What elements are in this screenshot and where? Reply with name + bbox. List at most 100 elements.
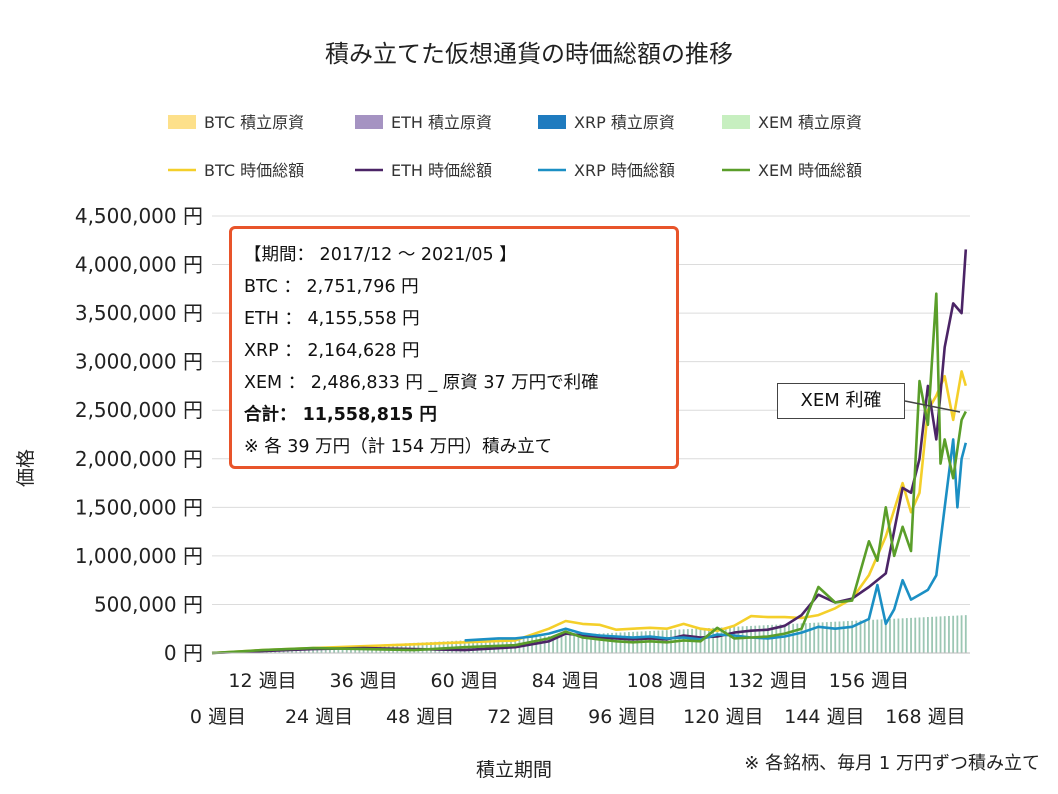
legend-swatch: [355, 115, 383, 129]
principal-bar: [754, 625, 757, 653]
series-line: [211, 370, 968, 655]
principal-bar: [421, 642, 424, 653]
y-tick-label: 4,000,000 円: [75, 253, 203, 277]
principal-bar: [611, 632, 613, 653]
principal-bar: [716, 627, 719, 653]
y-tick-label: 3,500,000 円: [75, 301, 203, 325]
principal-bar: [590, 633, 592, 653]
principal-bar: [842, 621, 845, 653]
principal-bar: [813, 622, 816, 653]
x-tick-label: 156 週目: [829, 670, 909, 692]
principal-bar: [560, 635, 563, 653]
x-tick-label: 0 週目: [190, 706, 246, 728]
principal-bar: [859, 620, 862, 653]
principal-bar: [556, 635, 559, 653]
principal-bar: [846, 621, 849, 653]
legend-label: XEM 積立原資: [758, 113, 862, 132]
y-tick-label: 500,000 円: [94, 592, 203, 616]
principal-bar: [956, 615, 959, 653]
callout-pointer: [904, 400, 961, 413]
x-tick-label: 96 週目: [588, 706, 656, 728]
principal-bar: [425, 642, 428, 653]
summary-eth: ETH ： 4,155,558 円: [244, 309, 420, 329]
legend: BTC 積立原資 ETH 積立原資 XRP 積立原資 XEM 積立原資 BTC 時価総額…: [168, 113, 862, 180]
x-tick-label: 24 週目: [285, 706, 353, 728]
x-tick-label: 36 週目: [329, 670, 397, 692]
y-tick-label: 4,500,000 円: [75, 204, 203, 228]
principal-bar: [834, 621, 837, 653]
footnote: ※ 各銘柄、毎月 1 万円ずつ積み立て: [744, 753, 1040, 774]
principal-bar: [792, 623, 795, 653]
principal-bar: [943, 616, 946, 653]
summary-period: 【期間： 2017/12 ～ 2021/05 】: [244, 245, 517, 265]
principal-bar: [960, 615, 963, 653]
x-tick-label: 72 週目: [487, 706, 555, 728]
principal-bar: [434, 641, 437, 653]
legend-swatch: [722, 115, 750, 129]
series-line: [464, 438, 968, 642]
principal-bar: [948, 615, 950, 653]
y-tick-label: 1,500,000 円: [75, 495, 203, 519]
x-tick-label: 132 週目: [728, 670, 808, 692]
summary-btc: BTC ： 2,751,796 円: [244, 277, 419, 297]
legend-label: XEM 時価総額: [758, 161, 862, 180]
summary-note: ※ 各 39 万円（計 154 万円）積み立て: [244, 437, 553, 457]
principal-bar: [577, 634, 580, 653]
principal-bar: [745, 626, 748, 653]
principal-bar: [838, 621, 841, 653]
principal-bar: [552, 635, 554, 653]
summary-xem: XEM ： 2,486,833 円 _ 原資 37 万円で利確: [244, 373, 599, 393]
principal-bar: [825, 622, 828, 653]
principal-bar: [569, 635, 571, 653]
x-tick-label: 120 週目: [683, 706, 763, 728]
principal-bar: [918, 617, 921, 653]
principal-bar: [788, 624, 790, 653]
principal-bar: [796, 623, 799, 653]
principal-bar: [724, 627, 727, 653]
principal-bar: [741, 626, 744, 653]
principal-bar: [855, 620, 858, 653]
x-tick-label: 168 週目: [885, 706, 965, 728]
principal-bar: [914, 617, 917, 653]
principal-bar: [543, 636, 546, 653]
principal-bar: [830, 621, 832, 653]
principal-bar: [602, 633, 605, 653]
principal-bar: [733, 626, 736, 653]
principal-bar: [712, 627, 715, 653]
principal-bar: [316, 647, 319, 653]
legend-label: BTC 時価総額: [204, 161, 304, 180]
series-line: [211, 292, 967, 655]
legend-label: XRP 積立原資: [574, 113, 675, 132]
y-tick-label: 2,000,000 円: [75, 447, 203, 471]
principal-bar: [703, 628, 706, 653]
principal-bar: [880, 619, 883, 653]
x-tick-label: 48 週目: [386, 706, 454, 728]
principal-bar: [720, 627, 723, 653]
principal-bar: [817, 622, 820, 653]
principal-bar: [868, 619, 870, 653]
principal-bar: [884, 619, 887, 653]
principal-bar: [897, 618, 900, 653]
chart-title: 積み立てた仮想通貨の時価総額の推移: [325, 40, 733, 68]
principal-bar: [863, 620, 866, 653]
principal-bar: [539, 636, 542, 653]
principal-bar: [729, 626, 731, 653]
summary-total: 合計： 11,558,815 円: [244, 405, 437, 425]
x-axis-ticks: 12 週目 36 週目 60 週目 84 週目 108 週目 132 週目 156 週目 0 …: [190, 670, 966, 728]
legend-label: BTC 積立原資: [204, 113, 304, 132]
y-tick-label: 3,000,000 円: [75, 350, 203, 374]
principal-bar: [783, 624, 786, 653]
principal-bar: [872, 619, 875, 653]
principal-bar: [775, 624, 778, 653]
principal-bar: [804, 623, 807, 653]
x-tick-label: 12 週目: [228, 670, 296, 692]
x-axis-label: 積立期間: [476, 759, 552, 781]
principal-bar: [964, 615, 967, 653]
principal-bar: [438, 641, 441, 653]
summary-xrp: XRP ： 2,164,628 円: [244, 341, 420, 361]
principal-bar: [809, 622, 811, 653]
principal-bar: [708, 628, 710, 653]
principal-bar: [430, 641, 432, 653]
y-axis-label: 価格: [15, 449, 37, 487]
